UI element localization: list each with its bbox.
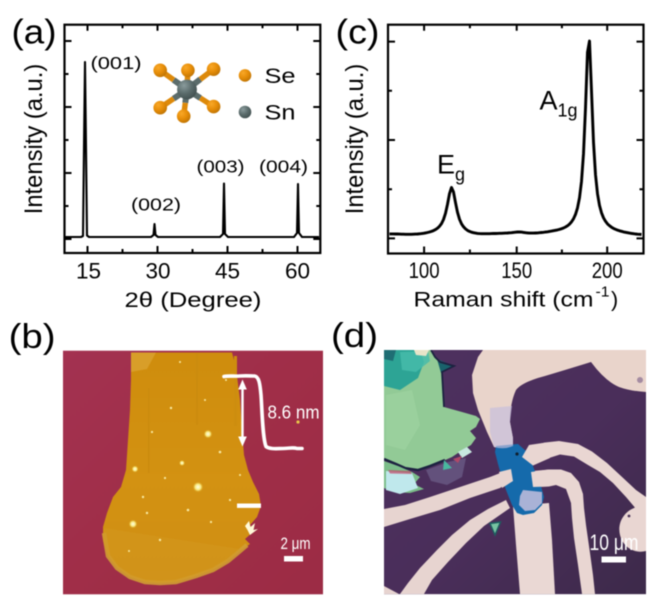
svg-text:-1: -1	[596, 284, 610, 301]
svg-text:15: 15	[76, 259, 101, 284]
svg-text:150: 150	[501, 258, 532, 283]
svg-text:(c): (c)	[336, 14, 380, 52]
svg-text:30: 30	[145, 259, 170, 284]
svg-text:Se: Se	[265, 65, 296, 88]
svg-text:60: 60	[285, 259, 310, 284]
svg-text:(004): (004)	[259, 157, 308, 177]
svg-text:8.6 nm: 8.6 nm	[268, 403, 320, 423]
svg-text:45: 45	[215, 259, 240, 284]
svg-text:Eg: Eg	[437, 150, 465, 185]
svg-text:(001): (001)	[91, 53, 142, 73]
svg-text:(a): (a)	[12, 14, 57, 52]
svg-text:Intensity (a.u.): Intensity (a.u.)	[341, 64, 369, 215]
svg-text:(d): (d)	[331, 317, 378, 355]
svg-text:Intensity (a.u.): Intensity (a.u.)	[20, 64, 48, 215]
svg-text:(b): (b)	[9, 318, 56, 356]
svg-text:2θ (Degree): 2θ (Degree)	[125, 288, 262, 312]
svg-text:200: 200	[592, 258, 623, 283]
svg-text:A1g: A1g	[540, 86, 578, 121]
svg-text:2 μm: 2 μm	[281, 534, 311, 553]
svg-text:10 μm: 10 μm	[590, 530, 639, 555]
svg-text:(002): (002)	[131, 195, 181, 215]
svg-text:100: 100	[409, 258, 440, 283]
svg-text:Sn: Sn	[265, 101, 296, 124]
svg-text:(003): (003)	[197, 157, 245, 177]
svg-text:Raman shift (cm: Raman shift (cm	[414, 288, 594, 312]
svg-text:): )	[611, 288, 618, 312]
